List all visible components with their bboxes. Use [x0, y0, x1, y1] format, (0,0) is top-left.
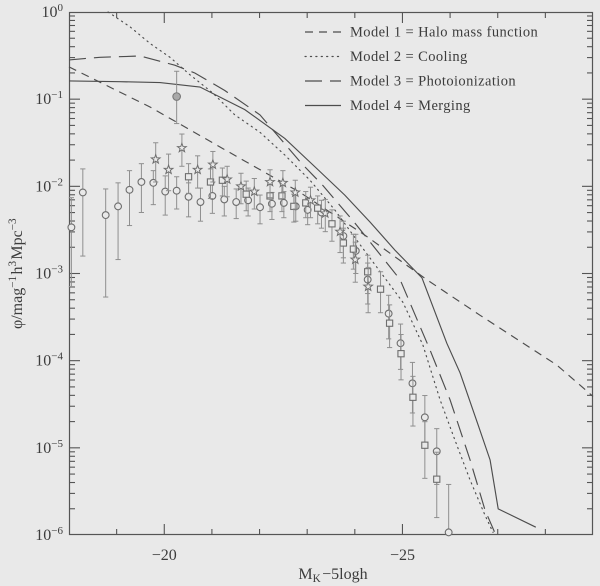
legend-label: Model 4 = Merging: [350, 98, 471, 114]
circle-marker: [137, 178, 146, 186]
y-tick-label: 10−1: [35, 89, 63, 108]
error-bar: [115, 182, 121, 261]
square-marker: [242, 190, 250, 198]
x-tick-label: −20: [152, 547, 177, 564]
square-marker: [397, 350, 405, 358]
star-marker: [191, 163, 204, 175]
star-marker: [176, 141, 188, 153]
x-axis-ticks: [116, 12, 546, 535]
star-marker: [289, 186, 302, 198]
circle-marker: [101, 211, 110, 220]
star-marker: [248, 185, 261, 197]
circle-marker: [78, 188, 87, 197]
filled-circle-marker: [172, 92, 182, 101]
legend-item-model-4: Model 4 = Merging: [305, 98, 471, 114]
star-marker: [149, 153, 162, 165]
square-marker: [385, 319, 394, 327]
square-marker: [328, 220, 336, 228]
legend-item-model-3: Model 3 = Photoionization: [305, 74, 516, 90]
square-marker: [339, 239, 348, 247]
y-axis-label: φ/mag−1 h3 Mpc−3: [7, 217, 26, 329]
error-bar: [165, 153, 172, 192]
legend: Model 1 = Halo mass function Model 2 = Co…: [304, 25, 538, 114]
square-marker: [184, 173, 193, 181]
y-tick-label: 10−5: [35, 438, 63, 457]
star-marker: [334, 225, 346, 237]
observed-circles: [67, 163, 453, 537]
star-marker: [362, 280, 374, 292]
star-marker: [162, 163, 175, 175]
error-bar: [103, 188, 109, 298]
legend-label: Model 3 = Photoionization: [350, 74, 516, 90]
y-tick-label: 100: [42, 2, 64, 21]
error-bar: [446, 483, 452, 533]
square-marker: [409, 393, 417, 401]
star-marker: [221, 173, 233, 185]
circle-marker: [67, 223, 76, 232]
y-tick-label: 10−4: [35, 351, 63, 370]
error-bar: [410, 375, 416, 427]
circle-marker: [125, 185, 134, 194]
y-tick-label: 10−3: [35, 264, 63, 283]
y-axis-ticks: [69, 15, 593, 510]
star-marker: [235, 180, 247, 192]
star-marker: [277, 176, 289, 188]
error-bar: [352, 241, 358, 283]
x-tick-label: −25: [390, 547, 415, 564]
legend-label: Model 1 = Halo mass function: [350, 25, 538, 41]
square-marker: [433, 475, 441, 483]
star-marker: [349, 253, 362, 265]
error-bar: [337, 215, 343, 254]
star-marker: [264, 175, 276, 187]
observed-circle-outlier: [172, 70, 182, 125]
error-bar: [126, 170, 133, 227]
observed-stars: [149, 133, 374, 314]
star-marker: [207, 158, 219, 170]
error-bar: [150, 170, 156, 206]
star-marker: [319, 207, 332, 219]
x-axis-label: MK −5logh: [298, 566, 367, 585]
model-4-curve: [68, 80, 537, 528]
circle-marker: [444, 528, 453, 537]
plot-frame: [68, 11, 594, 536]
circle-marker: [256, 203, 264, 212]
y-tick-label: 10−2: [35, 176, 63, 195]
error-bar: [80, 168, 86, 257]
y-tick-label: 10−6: [35, 525, 63, 544]
error-bar: [422, 421, 428, 479]
circle-marker: [149, 178, 158, 187]
model-2-curve: [107, 11, 494, 533]
error-bar: [68, 197, 74, 288]
model-3-curve: [68, 55, 497, 536]
circle-marker: [420, 413, 429, 422]
circle-marker: [172, 186, 181, 195]
square-marker: [314, 204, 322, 212]
legend-item-model-1: Model 1 = Halo mass function: [305, 25, 538, 41]
circle-marker: [184, 192, 193, 201]
observed-squares: [184, 163, 441, 519]
square-marker: [421, 441, 429, 449]
star-marker: [304, 194, 317, 206]
circle-marker: [114, 202, 123, 211]
error-bar: [434, 451, 440, 519]
square-marker: [349, 245, 358, 253]
error-bar: [153, 142, 159, 183]
square-marker: [376, 285, 385, 293]
legend-item-model-2: Model 2 = Cooling: [304, 49, 468, 65]
legend-label: Model 2 = Cooling: [350, 49, 468, 65]
circle-marker: [161, 187, 170, 196]
circle-marker: [384, 309, 393, 318]
model-1-curve: [68, 66, 594, 397]
error-bar: [138, 163, 145, 213]
error-bar: [365, 266, 371, 314]
circle-marker: [232, 198, 241, 206]
circle-marker: [196, 198, 205, 206]
